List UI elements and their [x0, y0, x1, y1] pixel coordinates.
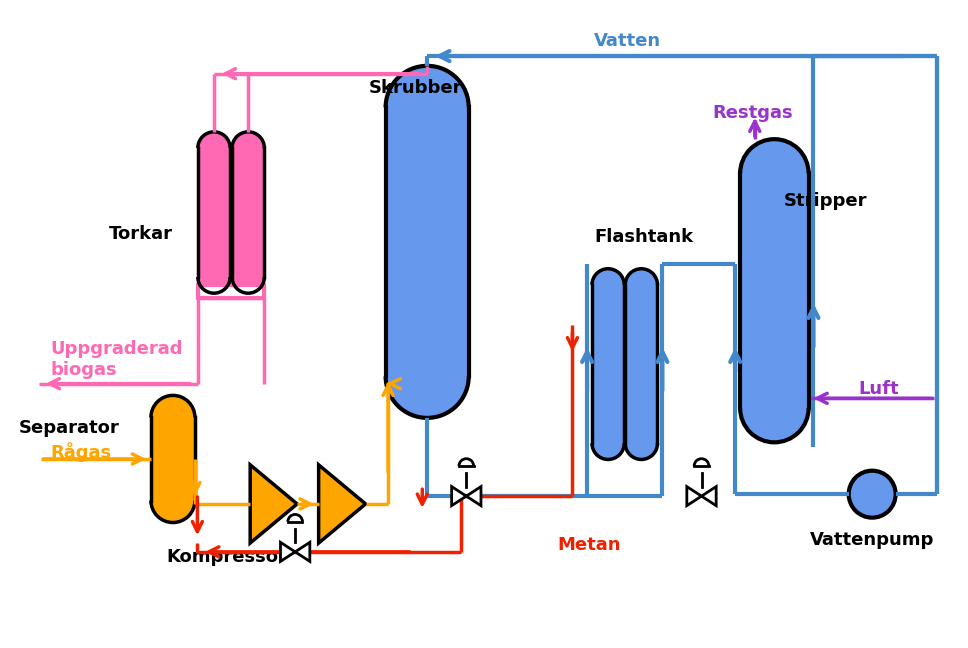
- Text: Luft: Luft: [859, 380, 899, 397]
- Bar: [232, 148, 264, 277]
- Text: Stripper: Stripper: [784, 192, 867, 210]
- Bar: [385, 108, 469, 376]
- Text: Vatten: Vatten: [594, 32, 661, 51]
- Ellipse shape: [197, 132, 230, 164]
- Ellipse shape: [625, 427, 657, 459]
- Text: Kompressor: Kompressor: [166, 548, 287, 566]
- Ellipse shape: [197, 261, 230, 293]
- Ellipse shape: [385, 335, 469, 418]
- Ellipse shape: [741, 374, 808, 443]
- Text: Torkar: Torkar: [109, 225, 173, 243]
- Bar: [592, 285, 624, 443]
- Polygon shape: [250, 465, 297, 543]
- Ellipse shape: [741, 139, 808, 207]
- Polygon shape: [318, 465, 366, 543]
- Text: Rågas: Rågas: [50, 442, 111, 462]
- Ellipse shape: [592, 269, 624, 301]
- Text: Separator: Separator: [18, 419, 119, 437]
- Ellipse shape: [232, 132, 264, 164]
- Circle shape: [849, 470, 895, 518]
- Polygon shape: [281, 542, 295, 561]
- Polygon shape: [687, 487, 702, 505]
- Polygon shape: [295, 542, 310, 561]
- Text: Metan: Metan: [558, 536, 620, 554]
- Ellipse shape: [625, 269, 657, 301]
- Bar: [197, 285, 264, 298]
- Ellipse shape: [385, 66, 469, 149]
- Ellipse shape: [232, 261, 264, 293]
- Text: Skrubber: Skrubber: [369, 79, 462, 97]
- Polygon shape: [702, 487, 716, 505]
- Text: Uppgraderad
biogas: Uppgraderad biogas: [50, 340, 183, 378]
- Bar: [625, 285, 657, 443]
- Bar: [197, 148, 230, 277]
- Bar: [741, 174, 808, 408]
- Polygon shape: [452, 487, 467, 505]
- Text: Restgas: Restgas: [712, 104, 793, 122]
- Polygon shape: [467, 487, 481, 505]
- Text: Vattenpump: Vattenpump: [810, 531, 934, 549]
- Ellipse shape: [151, 395, 195, 439]
- Ellipse shape: [151, 478, 195, 522]
- Text: Flashtank: Flashtank: [594, 228, 693, 246]
- Ellipse shape: [592, 427, 624, 459]
- Bar: [151, 417, 195, 500]
